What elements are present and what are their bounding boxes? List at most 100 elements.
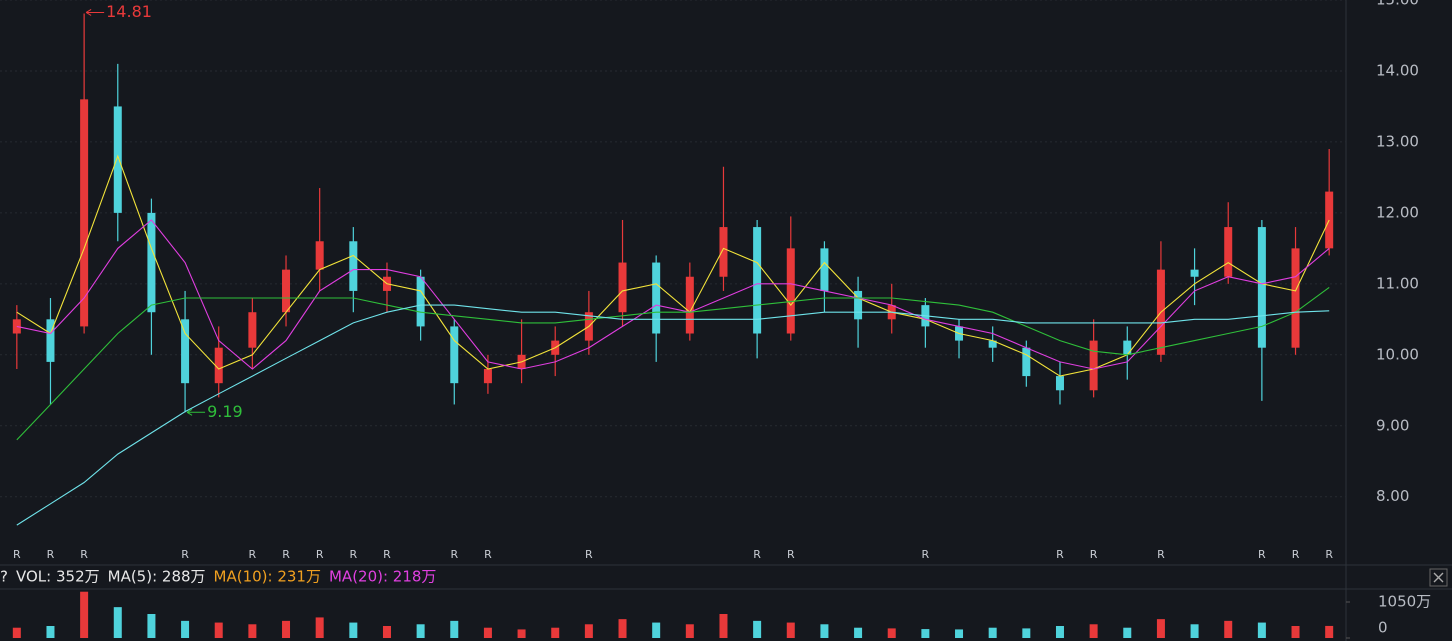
candle-body (1325, 191, 1334, 249)
volume-bar (887, 628, 896, 638)
volume-bar (1190, 624, 1199, 638)
candle-body (1123, 340, 1132, 355)
r-flag: R (1056, 548, 1064, 561)
volume-bar (988, 627, 997, 638)
volume-bar (921, 629, 930, 638)
y-tick-label: 11.00 (1376, 274, 1419, 292)
min-label: 9.19 (207, 402, 243, 421)
max-label: 14.81 (106, 2, 152, 21)
volume-prefix: ? (0, 568, 8, 586)
candle-body (786, 248, 795, 334)
volume-bar (1055, 626, 1064, 638)
r-flag: R (787, 548, 795, 561)
volume-bar (349, 622, 358, 638)
close-button[interactable] (1429, 568, 1448, 587)
volume-bar (416, 624, 425, 638)
r-flag: R (80, 548, 88, 561)
candle-body (113, 106, 122, 213)
volume-bar (214, 622, 223, 638)
y-tick-label: 12.00 (1376, 203, 1419, 221)
volume-tick-label: 0 (1378, 619, 1388, 637)
candle-body (248, 312, 257, 348)
candle-body (282, 269, 291, 313)
candle-body (1291, 248, 1300, 348)
volume-bar (1123, 627, 1132, 638)
volume-bar (450, 620, 459, 638)
candle-body (181, 319, 190, 384)
volume-bar (753, 620, 762, 638)
volume-legend: MA(20): 218万 (329, 568, 436, 586)
r-flag: R (585, 548, 593, 561)
min-arrow (186, 408, 206, 416)
r-flag: R (13, 548, 21, 561)
volume-bar (719, 614, 728, 638)
candle-body (46, 319, 55, 362)
volume-bar (248, 624, 257, 638)
max-arrow (85, 9, 105, 16)
volume-bar (147, 614, 156, 638)
candle-body (854, 290, 863, 320)
r-flag: R (1292, 548, 1300, 561)
volume-bar (1291, 626, 1300, 638)
volume-legend: MA(10): 231万 (214, 568, 321, 586)
candle-body (416, 276, 425, 327)
volume-bar (181, 620, 190, 638)
volume-bar (1022, 628, 1031, 638)
candle-body (820, 248, 829, 291)
candle-body (753, 227, 762, 334)
volume-bar (12, 627, 21, 638)
volume-tick-label: 1050万 (1378, 593, 1431, 611)
r-flag: R (349, 548, 357, 561)
r-flag: R (1258, 548, 1266, 561)
ma-line (16, 286, 1330, 441)
y-tick-label: 9.00 (1376, 416, 1409, 434)
volume-bar (1224, 620, 1233, 638)
r-flag: R (181, 548, 189, 561)
volume-bar (1089, 624, 1098, 638)
r-flag: R (47, 548, 55, 561)
volume-bar (517, 629, 526, 638)
candle-body (1190, 269, 1199, 277)
ma-line (16, 219, 1330, 370)
y-tick-label: 15.00 (1376, 0, 1419, 9)
candle-body (483, 368, 492, 384)
candle-body (719, 227, 728, 277)
candle-body (1089, 340, 1098, 391)
volume-bar (46, 626, 55, 638)
candle-body (349, 241, 358, 291)
candle-body (1257, 227, 1266, 348)
close-box[interactable] (1429, 568, 1448, 587)
r-flag: R (282, 548, 290, 561)
candle-body (147, 212, 156, 313)
r-flag: R (1325, 548, 1333, 561)
candle-body (1022, 347, 1031, 377)
volume-bar (551, 627, 560, 638)
y-tick-label: 13.00 (1376, 132, 1419, 150)
r-flag: R (249, 548, 257, 561)
volume-bar (786, 622, 795, 638)
y-tick-label: 10.00 (1376, 345, 1419, 363)
volume-bar (854, 627, 863, 638)
r-flag: R (1090, 548, 1098, 561)
ma-line (16, 154, 1330, 377)
y-tick-label: 8.00 (1376, 487, 1409, 505)
volume-bar (1156, 619, 1165, 638)
volume-bar (1257, 622, 1266, 638)
r-flag: R (922, 548, 930, 561)
r-flag: R (450, 548, 458, 561)
volume-bar (382, 626, 391, 638)
volume-bar (483, 627, 492, 638)
volume-bar (584, 624, 593, 638)
r-flag: R (753, 548, 761, 561)
volume-bar (618, 619, 627, 638)
volume-bar (820, 624, 829, 638)
volume-bar (652, 622, 661, 638)
volume-bar (80, 591, 89, 638)
r-flag: R (316, 548, 324, 561)
r-flag: R (484, 548, 492, 561)
candle-body (315, 241, 324, 270)
close-icon[interactable] (1433, 572, 1444, 583)
